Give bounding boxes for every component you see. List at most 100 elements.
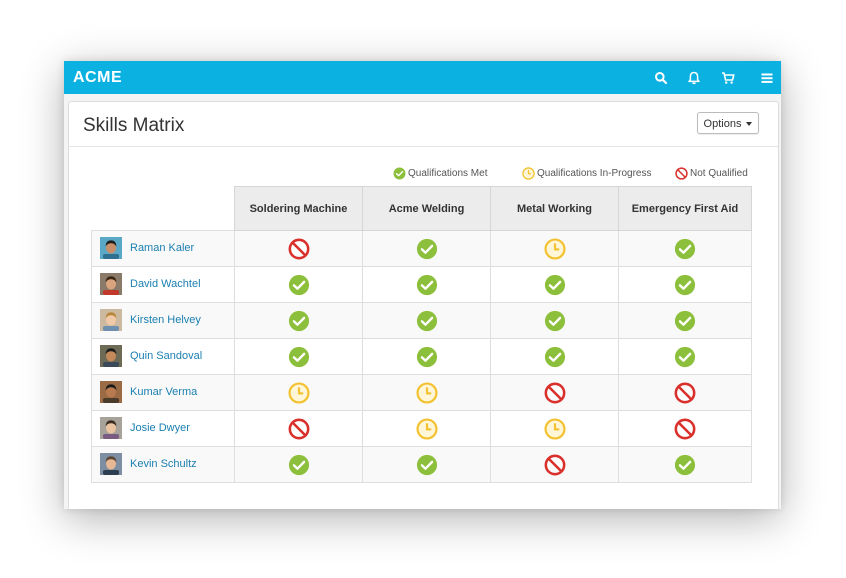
header-row: Soldering Machine Acme Welding Metal Wor… [92, 186, 752, 231]
clock-icon [287, 381, 310, 404]
check-circle-icon [288, 346, 309, 367]
table-row: Raman Kaler [91, 230, 752, 267]
status-cell[interactable] [234, 302, 363, 339]
clock-icon [543, 237, 566, 260]
status-cell[interactable] [362, 374, 491, 411]
check-circle-icon [674, 238, 696, 259]
status-cell[interactable] [362, 410, 491, 447]
status-cell[interactable] [618, 410, 752, 447]
legend-in-progress-label: Qualifications In-Progress [537, 168, 652, 179]
skills-matrix-panel: Skills Matrix Options Qualifications Met… [68, 101, 779, 509]
employee-name-link[interactable]: Kevin Schultz [130, 458, 197, 470]
ban-icon [288, 418, 309, 439]
status-cell[interactable] [362, 446, 491, 483]
check-circle-icon [674, 454, 696, 475]
status-cell[interactable] [490, 410, 619, 447]
employee-name-link[interactable]: David Wachtel [130, 278, 201, 290]
options-label: Options [703, 118, 742, 130]
skills-matrix-table: Soldering Machine Acme Welding Metal Wor… [91, 186, 752, 483]
status-cell[interactable] [490, 302, 619, 339]
employee-name-link[interactable]: Kirsten Helvey [130, 314, 201, 326]
table-row: David Wachtel [91, 266, 752, 303]
skill-header[interactable]: Acme Welding [362, 186, 491, 231]
status-cell[interactable] [234, 266, 363, 303]
employee-cell: Josie Dwyer [91, 410, 235, 447]
status-cell[interactable] [618, 374, 752, 411]
status-cell[interactable] [234, 446, 363, 483]
options-dropdown-button[interactable]: Options [697, 112, 759, 134]
avatar [100, 453, 122, 475]
status-cell[interactable] [234, 230, 363, 267]
check-circle-icon [416, 274, 437, 295]
table-row: Quin Sandoval [91, 338, 752, 375]
page-title: Skills Matrix [83, 115, 185, 136]
status-cell[interactable] [490, 338, 619, 375]
brand-logo[interactable]: ACME [73, 69, 123, 86]
ban-icon [544, 382, 565, 403]
panel-header: Skills Matrix Options [69, 102, 778, 147]
status-cell[interactable] [362, 230, 491, 267]
caret-down-icon [746, 122, 753, 127]
cart-icon[interactable] [721, 71, 735, 85]
check-circle-icon [393, 167, 406, 180]
status-cell[interactable] [618, 230, 752, 267]
legend-met-label: Qualifications Met [408, 168, 488, 179]
clock-icon [522, 167, 535, 180]
status-cell[interactable] [490, 230, 619, 267]
check-circle-icon [544, 346, 565, 367]
status-cell[interactable] [618, 266, 752, 303]
check-circle-icon [288, 274, 309, 295]
clock-icon [415, 417, 438, 440]
check-circle-icon [674, 346, 696, 367]
employee-name-link[interactable]: Kumar Verma [130, 386, 198, 398]
ban-icon [674, 418, 696, 439]
employee-cell: Kirsten Helvey [91, 302, 235, 339]
status-cell[interactable] [362, 338, 491, 375]
search-icon[interactable] [654, 71, 668, 85]
employee-cell: David Wachtel [91, 266, 235, 303]
skill-header[interactable]: Metal Working [490, 186, 619, 231]
check-circle-icon [544, 310, 565, 331]
check-circle-icon [288, 310, 309, 331]
status-cell[interactable] [362, 266, 491, 303]
check-circle-icon [416, 238, 437, 259]
avatar [100, 417, 122, 439]
ban-icon [288, 238, 309, 259]
employee-name-link[interactable]: Josie Dwyer [130, 422, 190, 434]
skill-header[interactable]: Soldering Machine [234, 186, 363, 231]
employee-name-link[interactable]: Quin Sandoval [130, 350, 203, 362]
top-navbar: ACME [64, 61, 781, 94]
employee-name-link[interactable]: Raman Kaler [130, 242, 195, 254]
bell-icon[interactable] [687, 71, 701, 85]
status-cell[interactable] [618, 338, 752, 375]
status-cell[interactable] [234, 338, 363, 375]
check-circle-icon [416, 454, 437, 475]
employee-cell: Raman Kaler [91, 230, 235, 267]
matrix-body: Raman Kaler David Wachtel Kirsten Helvey Qu… [91, 230, 752, 483]
status-cell[interactable] [490, 374, 619, 411]
avatar [100, 273, 122, 295]
check-circle-icon [416, 310, 437, 331]
status-cell[interactable] [234, 374, 363, 411]
avatar [100, 237, 122, 259]
status-cell[interactable] [618, 446, 752, 483]
status-cell[interactable] [234, 410, 363, 447]
status-cell[interactable] [618, 302, 752, 339]
status-cell[interactable] [490, 266, 619, 303]
employee-cell: Quin Sandoval [91, 338, 235, 375]
status-cell[interactable] [362, 302, 491, 339]
avatar [100, 345, 122, 367]
avatar [100, 381, 122, 403]
corner-cell [92, 187, 235, 231]
check-circle-icon [544, 274, 565, 295]
ban-icon [674, 382, 696, 403]
skill-header[interactable]: Emergency First Aid [618, 186, 752, 231]
menu-icon[interactable] [760, 71, 774, 85]
table-row: Josie Dwyer [91, 410, 752, 447]
check-circle-icon [674, 274, 696, 295]
clock-icon [543, 417, 566, 440]
table-row: Kirsten Helvey [91, 302, 752, 339]
status-cell[interactable] [490, 446, 619, 483]
ban-icon [544, 454, 565, 475]
table-row: Kumar Verma [91, 374, 752, 411]
